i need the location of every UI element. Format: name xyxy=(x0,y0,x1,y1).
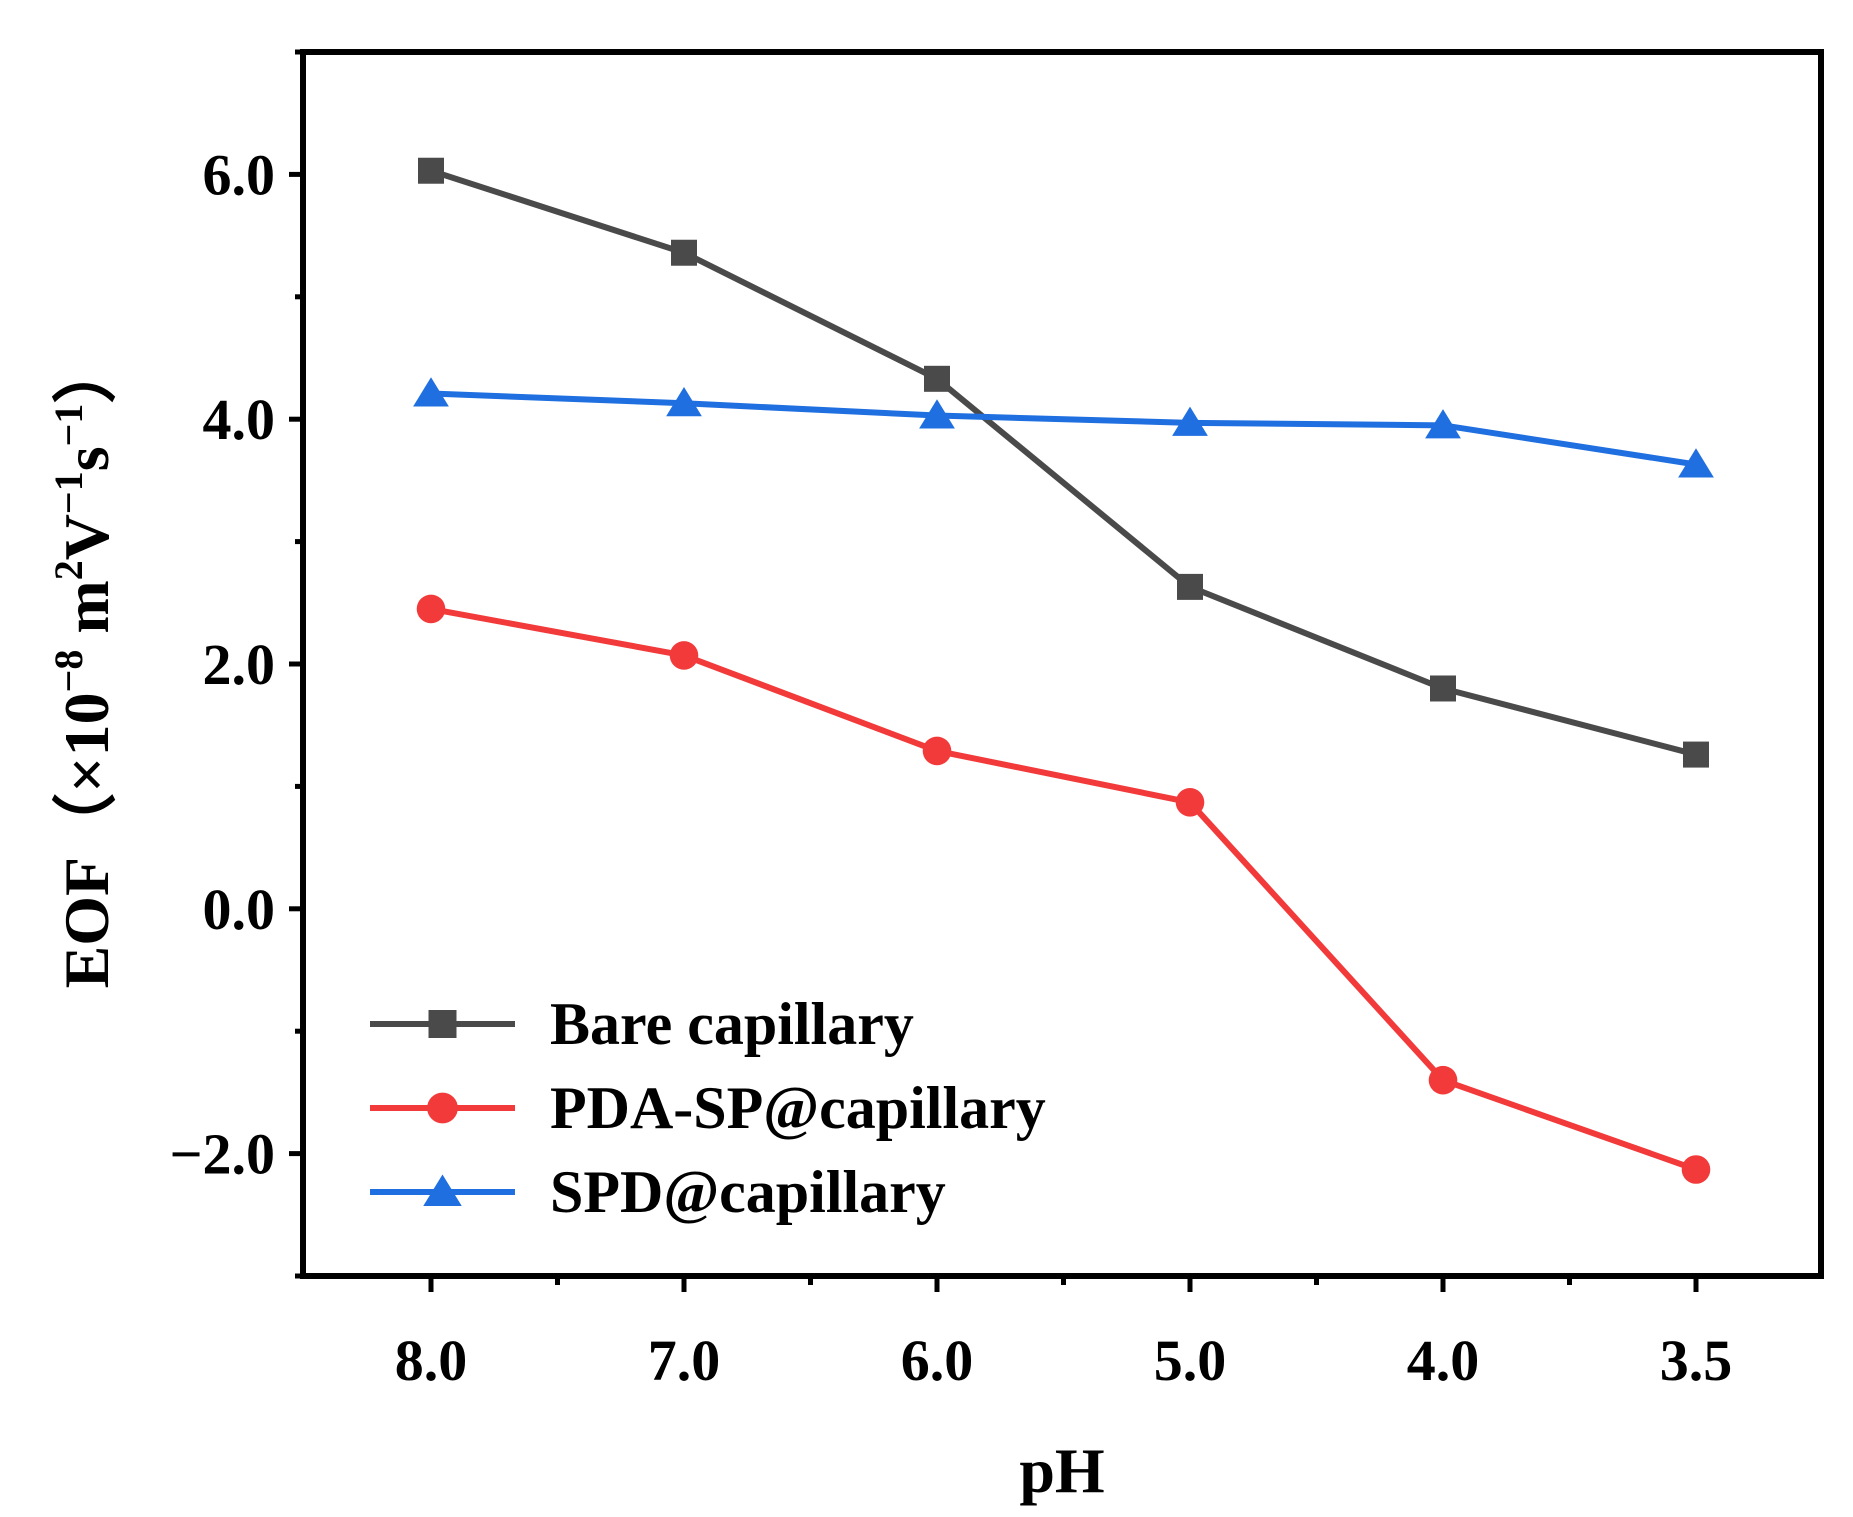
x-tick-label: 7.0 xyxy=(648,1328,721,1393)
series-spd-capillary xyxy=(413,377,1714,478)
legend-marker xyxy=(428,1010,457,1038)
series-layer xyxy=(413,157,1714,1184)
legend-item: Bare capillary xyxy=(370,991,914,1057)
x-tick-label: 8.0 xyxy=(395,1328,468,1393)
data-point xyxy=(1678,448,1714,478)
x-tick-label: 5.0 xyxy=(1154,1328,1227,1393)
y-tick-label: 4.0 xyxy=(203,387,276,452)
x-tick-label: 6.0 xyxy=(901,1328,974,1393)
y-title-exp3: −1 xyxy=(46,471,91,514)
data-point xyxy=(1428,1065,1458,1095)
data-point xyxy=(924,365,950,392)
plot-frame xyxy=(300,49,1824,1279)
data-point xyxy=(1425,409,1461,439)
legend-label: PDA-SP@capillary xyxy=(550,1075,1046,1141)
x-axis: 8.0 7.0 6.0 5.0 4.0 3.5 xyxy=(395,1276,1733,1393)
legend-label: Bare capillary xyxy=(550,991,914,1057)
legend-marker xyxy=(423,1174,462,1206)
series-line xyxy=(430,605,1697,1173)
y-title-exp1: −8 xyxy=(46,650,91,693)
data-point xyxy=(416,594,446,624)
data-point xyxy=(1683,741,1709,768)
data-point xyxy=(1172,406,1208,436)
y-axis-title: EOF（×10−8 m2V−1s−1） xyxy=(46,340,122,989)
y-title-exp2: 2 xyxy=(46,560,91,580)
data-point xyxy=(418,157,444,184)
series-line xyxy=(430,167,1697,758)
x-tick-label: 4.0 xyxy=(1407,1328,1480,1393)
y-title-exp4: −1 xyxy=(46,404,91,447)
data-point xyxy=(1430,675,1456,702)
y-tick-label: 6.0 xyxy=(203,142,276,207)
y-tick-label: 0.0 xyxy=(203,877,276,942)
series-pda-sp-capillary xyxy=(416,594,1711,1184)
series-line xyxy=(430,390,1697,468)
legend-marker xyxy=(427,1092,458,1124)
data-point xyxy=(922,736,952,766)
y-tick-label: −2.0 xyxy=(169,1122,275,1187)
x-axis-title: pH xyxy=(1019,1435,1104,1506)
series-bare-capillary xyxy=(418,157,1709,768)
data-point xyxy=(1177,573,1203,600)
y-axis: −2.0 0.0 2.0 4.0 6.0 xyxy=(169,49,303,1279)
y-title-suffix: ） xyxy=(51,340,122,404)
data-point xyxy=(413,377,449,407)
x-tick-label: 3.5 xyxy=(1660,1328,1733,1393)
legend: Bare capillary PDA-SP@capillary SPD@capill… xyxy=(370,991,1046,1225)
data-point xyxy=(919,399,955,429)
y-title-mid3: s xyxy=(51,446,122,471)
data-point xyxy=(666,387,702,417)
data-point xyxy=(671,239,697,266)
y-title-prefix: EOF（×10 xyxy=(51,692,122,988)
y-title-mid2: V xyxy=(51,514,122,560)
legend-label: SPD@capillary xyxy=(550,1159,946,1225)
data-point xyxy=(1175,788,1205,817)
legend-item: PDA-SP@capillary xyxy=(370,1075,1046,1141)
y-title-mid1: m xyxy=(51,580,122,649)
legend-item: SPD@capillary xyxy=(370,1159,946,1225)
y-tick-label: 2.0 xyxy=(203,632,276,697)
data-point xyxy=(669,641,699,670)
data-point xyxy=(1681,1155,1711,1184)
